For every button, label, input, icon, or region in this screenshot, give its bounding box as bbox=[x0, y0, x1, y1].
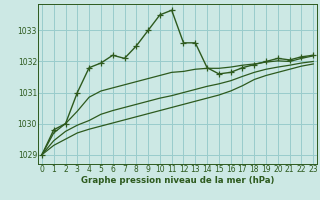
X-axis label: Graphe pression niveau de la mer (hPa): Graphe pression niveau de la mer (hPa) bbox=[81, 176, 274, 185]
